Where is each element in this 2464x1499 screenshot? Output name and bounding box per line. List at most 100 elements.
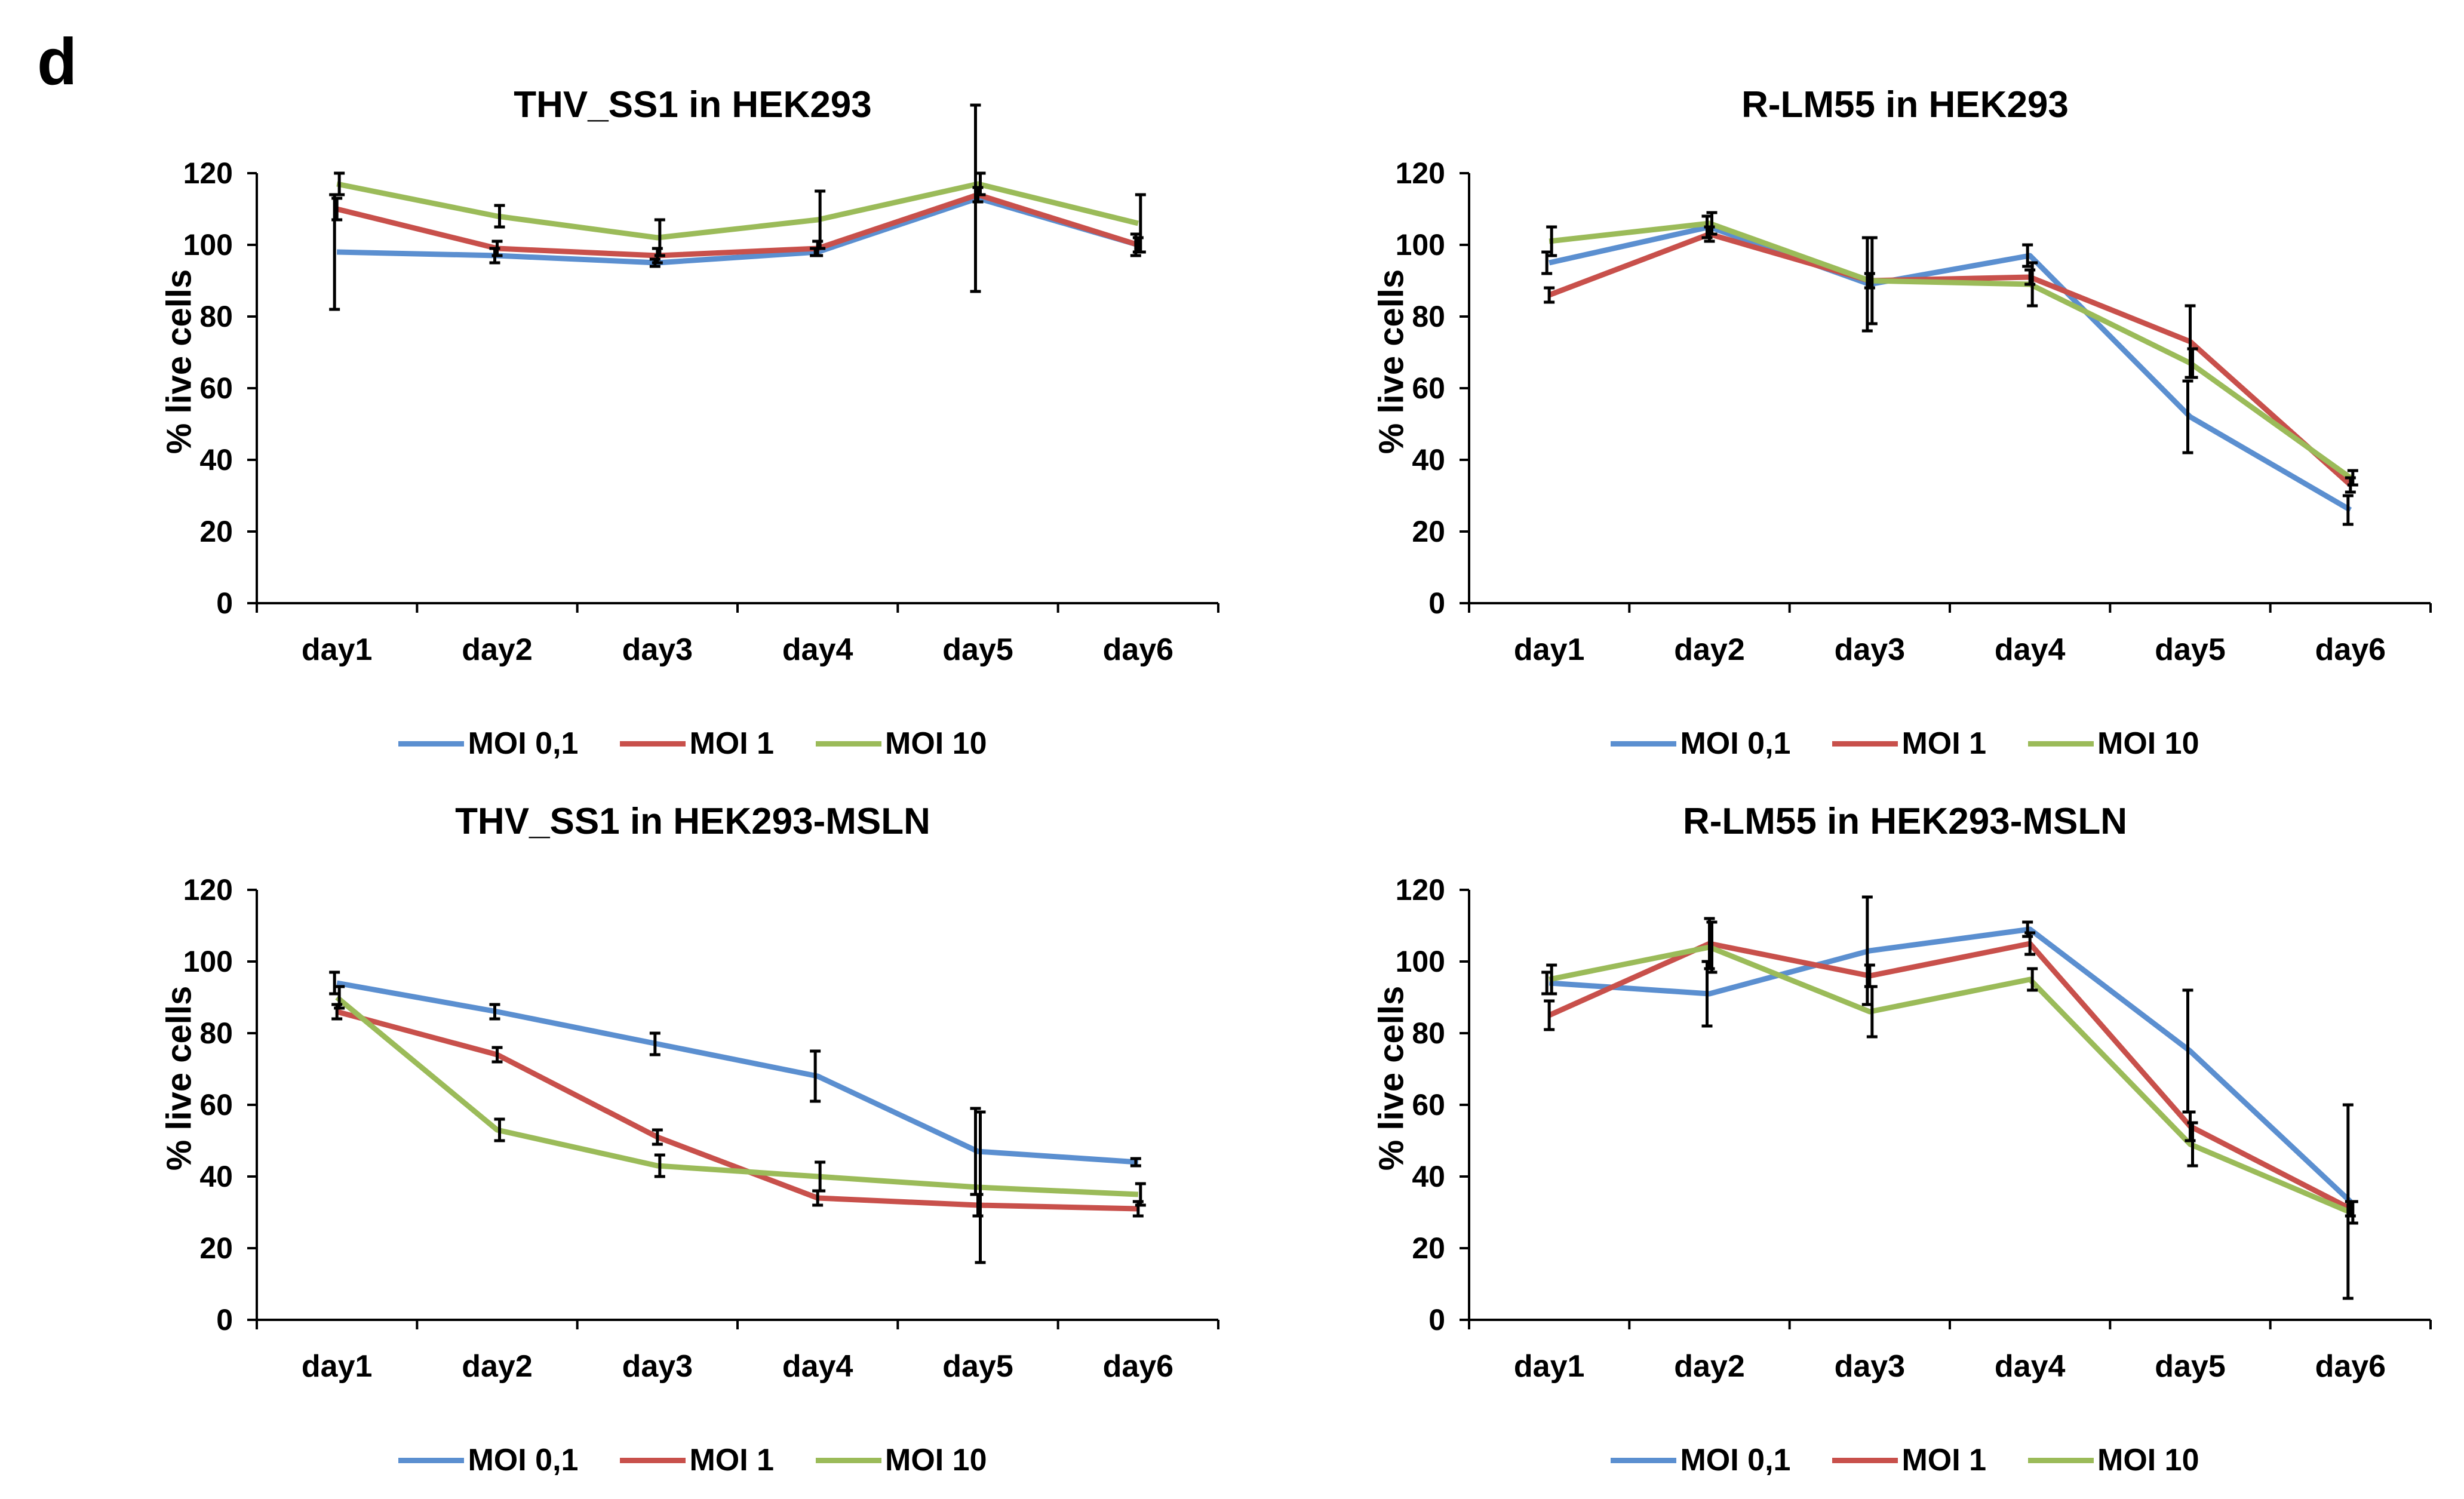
legend-swatch xyxy=(1611,741,1676,747)
legend-swatch xyxy=(398,741,464,747)
legend-item: MOI 10 xyxy=(816,1442,987,1478)
y-tick-label: 40 xyxy=(1412,1160,1445,1193)
series-line-2 xyxy=(337,195,1138,256)
legend-item: MOI 0,1 xyxy=(1611,726,1790,761)
y-tick-label: 60 xyxy=(199,1088,233,1122)
y-tick-label: 120 xyxy=(1396,156,1445,190)
x-tick-label: day1 xyxy=(1514,1349,1585,1384)
legend: MOI 0,1 MOI 1 MOI 10 xyxy=(1308,726,2464,761)
legend-item: MOI 1 xyxy=(620,726,774,761)
y-tick-label: 0 xyxy=(1428,1303,1445,1337)
legend-label: MOI 1 xyxy=(689,1442,774,1478)
x-tick-label: day4 xyxy=(1995,1349,2066,1384)
y-tick-label: 40 xyxy=(1412,443,1445,477)
y-tick-label: 0 xyxy=(216,1303,233,1337)
legend-label: MOI 1 xyxy=(1901,726,1986,761)
x-tick-label: day2 xyxy=(462,1349,533,1384)
y-tick-label: 0 xyxy=(216,586,233,620)
x-tick-label: day6 xyxy=(2315,632,2386,667)
x-tick-label: day1 xyxy=(1514,632,1585,667)
y-tick-label: 20 xyxy=(199,1231,233,1265)
x-tick-label: day1 xyxy=(302,1349,373,1384)
y-tick-label: 100 xyxy=(183,228,233,262)
legend-swatch xyxy=(2028,1458,2094,1463)
legend-item: MOI 1 xyxy=(1832,726,1986,761)
x-tick-label: day3 xyxy=(1835,1349,1906,1384)
legend-item: MOI 0,1 xyxy=(398,1442,578,1478)
x-tick-label: day6 xyxy=(1103,632,1174,667)
y-tick-label: 120 xyxy=(183,873,233,907)
y-tick-label: 120 xyxy=(183,156,233,190)
y-tick-label: 40 xyxy=(199,443,233,477)
legend-label: MOI 10 xyxy=(2097,1442,2199,1478)
series-line-2 xyxy=(1549,944,2351,1209)
legend: MOI 0,1 MOI 1 MOI 10 xyxy=(96,1442,1290,1478)
y-tick-label: 60 xyxy=(199,371,233,405)
series-line-3 xyxy=(1549,947,2351,1212)
plot-area: 0 20 40 60 80 100 120 day1 day2 day3 day4 day5 day6 xyxy=(96,78,1290,782)
x-tick-label: day5 xyxy=(2155,632,2226,667)
legend-item: MOI 10 xyxy=(2028,726,2199,761)
x-tick-label: day4 xyxy=(782,632,853,667)
legend-label: MOI 0,1 xyxy=(468,1442,578,1478)
x-tick-label: day6 xyxy=(1103,1349,1174,1384)
legend-item: MOI 10 xyxy=(816,726,987,761)
error-bar xyxy=(2343,496,2354,524)
legend-swatch xyxy=(398,1458,464,1463)
y-tick-label: 120 xyxy=(1396,873,1445,907)
legend-label: MOI 1 xyxy=(689,726,774,761)
x-tick-label: day1 xyxy=(302,632,373,667)
legend-swatch xyxy=(816,1458,881,1463)
legend-label: MOI 0,1 xyxy=(468,726,578,761)
legend: MOI 0,1 MOI 1 MOI 10 xyxy=(96,726,1290,761)
legend-item: MOI 1 xyxy=(620,1442,774,1478)
legend-label: MOI 10 xyxy=(2097,726,2199,761)
legend: MOI 0,1 MOI 1 MOI 10 xyxy=(1308,1442,2464,1478)
x-tick-label: day5 xyxy=(2155,1349,2226,1384)
legend-swatch xyxy=(2028,741,2094,747)
y-tick-label: 80 xyxy=(1412,1016,1445,1050)
y-tick-label: 80 xyxy=(199,1016,233,1050)
legend-swatch xyxy=(620,1458,686,1463)
legend-label: MOI 0,1 xyxy=(1680,1442,1790,1478)
x-tick-label: day3 xyxy=(622,1349,693,1384)
y-tick-label: 60 xyxy=(1412,1088,1445,1122)
series-line-1 xyxy=(337,983,1138,1162)
series-line-1 xyxy=(1549,227,2351,510)
y-tick-label: 20 xyxy=(1412,515,1445,548)
y-tick-label: 40 xyxy=(199,1160,233,1193)
y-tick-label: 100 xyxy=(1396,228,1445,262)
y-tick-label: 20 xyxy=(1412,1231,1445,1265)
legend-swatch xyxy=(1832,741,1898,747)
y-tick-label: 0 xyxy=(1428,586,1445,620)
x-tick-label: day5 xyxy=(942,632,1013,667)
legend-item: MOI 1 xyxy=(1832,1442,1986,1478)
x-tick-label: day5 xyxy=(942,1349,1013,1384)
legend-label: MOI 0,1 xyxy=(1680,726,1790,761)
x-tick-label: day6 xyxy=(2315,1349,2386,1384)
legend-label: MOI 10 xyxy=(885,1442,987,1478)
y-tick-label: 60 xyxy=(1412,371,1445,405)
y-tick-label: 100 xyxy=(183,945,233,978)
legend-item: MOI 0,1 xyxy=(1611,1442,1790,1478)
y-tick-label: 100 xyxy=(1396,945,1445,978)
x-tick-label: day4 xyxy=(1995,632,2066,667)
legend-item: MOI 10 xyxy=(2028,1442,2199,1478)
x-tick-label: day2 xyxy=(462,632,533,667)
y-tick-label: 20 xyxy=(199,515,233,548)
y-tick-label: 80 xyxy=(199,300,233,333)
legend-swatch xyxy=(1832,1458,1898,1463)
legend-swatch xyxy=(816,741,881,747)
x-tick-label: day3 xyxy=(1835,632,1906,667)
x-tick-label: day3 xyxy=(622,632,693,667)
legend-swatch xyxy=(620,741,686,747)
legend-label: MOI 10 xyxy=(885,726,987,761)
legend-item: MOI 0,1 xyxy=(398,726,578,761)
